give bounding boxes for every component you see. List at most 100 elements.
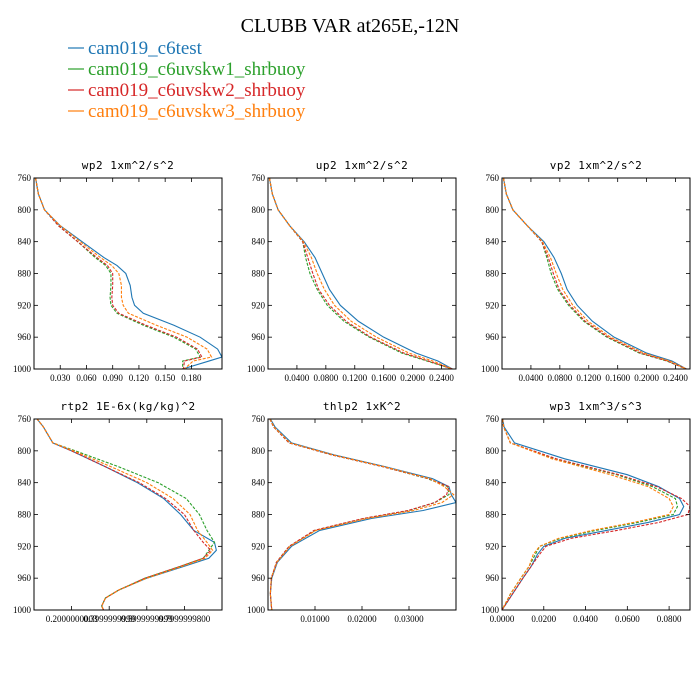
x-tick-label: 0.120 — [129, 373, 150, 383]
y-tick-label: 840 — [252, 237, 266, 247]
y-tick-label: 880 — [18, 269, 32, 279]
y-tick-label: 880 — [486, 510, 500, 520]
x-tick-label: 0.0800 — [313, 373, 338, 383]
series-group — [268, 178, 453, 369]
y-tick-label: 760 — [252, 414, 266, 424]
y-tick-label: 760 — [486, 414, 500, 424]
panels: wp2 1xm^2/s^2 760 800 840 880 920 960 1000 0.030… — [13, 159, 691, 624]
y-tick-label: 880 — [18, 510, 32, 520]
series-group — [36, 419, 217, 610]
panel-title: rtp2 1E-6x(kg/kg)^2 — [60, 400, 195, 413]
x-tick-label: 0.0800 — [657, 614, 682, 624]
series-line — [502, 178, 687, 369]
x-tick-label: 0.0400 — [573, 614, 598, 624]
series-line — [269, 419, 456, 610]
y-tick-label: 1000 — [247, 364, 266, 374]
series-group — [502, 178, 687, 369]
series-line — [35, 178, 213, 369]
legend-entry: cam019_c6uvskw2_shrbuoy — [68, 80, 306, 101]
plot-frame — [501, 177, 691, 370]
x-tick-label: 0.5999999999 — [121, 614, 173, 624]
y-tick-label: 760 — [252, 173, 266, 183]
x-tick-label: 0.1600 — [605, 373, 630, 383]
y-tick-label: 960 — [18, 332, 32, 342]
x-tick-label: 0.03000 — [394, 614, 424, 624]
y-tick-label: 960 — [252, 573, 266, 583]
x-tick-label: 0.2000000003 — [46, 614, 98, 624]
y-tick-label: 880 — [252, 269, 266, 279]
plot-frame — [267, 418, 457, 611]
y-tick-label: 920 — [486, 300, 500, 310]
legend-label: cam019_c6uvskw1_shrbuoy — [88, 59, 306, 80]
y-tick-label: 1000 — [481, 364, 500, 374]
legend-label: cam019_c6uvskw3_shrbuoy — [88, 101, 306, 122]
x-tick-label: 0.090 — [103, 373, 124, 383]
y-tick-label: 760 — [18, 414, 32, 424]
y-tick-label: 960 — [486, 573, 500, 583]
y-tick-label: 960 — [18, 573, 32, 583]
y-tick-label: 840 — [486, 478, 500, 488]
y-tick-label: 840 — [486, 237, 500, 247]
series-group — [269, 419, 456, 610]
chart-panel: up2 1xm^2/s^2 760 800 840 880 920 960 1000 0.040… — [247, 159, 457, 383]
series-line — [502, 419, 679, 610]
x-tick-label: 0.0600 — [615, 614, 640, 624]
chart-panel: thlp2 1xK^2 760 800 840 880 920 960 1000 0.01000… — [247, 400, 457, 624]
x-tick-label: 0.0000 — [490, 614, 515, 624]
series-group — [35, 178, 222, 369]
y-tick-label: 1000 — [481, 605, 500, 615]
series-line — [268, 178, 453, 369]
series-group — [502, 419, 690, 610]
series-line — [502, 419, 674, 610]
x-tick-label: 0.01000 — [300, 614, 330, 624]
x-tick-label: 0.1600 — [371, 373, 396, 383]
x-tick-label: 0.7999999800 — [159, 614, 211, 624]
x-tick-label: 0.2400 — [663, 373, 688, 383]
x-tick-label: 0.030 — [50, 373, 71, 383]
x-tick-label: 0.0400 — [519, 373, 544, 383]
x-tick-label: 0.060 — [76, 373, 97, 383]
y-tick-label: 840 — [252, 478, 266, 488]
y-tick-label: 1000 — [247, 605, 266, 615]
plot-frame — [33, 177, 223, 370]
series-line — [502, 178, 687, 369]
x-tick-label: 0.180 — [181, 373, 202, 383]
y-tick-label: 760 — [18, 173, 32, 183]
x-tick-label: 0.3999999999 — [83, 614, 135, 624]
plot-frame — [33, 418, 223, 611]
y-tick-label: 840 — [18, 237, 32, 247]
series-line — [36, 419, 214, 610]
y-tick-label: 840 — [18, 478, 32, 488]
chart-panel: wp2 1xm^2/s^2 760 800 840 880 920 960 1000 0.030… — [13, 159, 223, 383]
series-line — [35, 178, 203, 369]
series-line — [268, 178, 453, 369]
legend-entry: cam019_c6uvskw1_shrbuoy — [68, 59, 306, 80]
legend-label: cam019_c6uvskw2_shrbuoy — [88, 80, 306, 101]
x-tick-label: 0.0400 — [285, 373, 310, 383]
panel-title: up2 1xm^2/s^2 — [316, 159, 409, 172]
x-tick-label: 0.0800 — [547, 373, 572, 383]
y-tick-label: 920 — [252, 300, 266, 310]
y-tick-label: 800 — [486, 446, 500, 456]
panel-title: wp3 1xm^3/s^3 — [550, 400, 643, 413]
series-line — [36, 419, 212, 610]
y-tick-label: 800 — [18, 446, 32, 456]
chart-panel: wp3 1xm^3/s^3 760 800 840 880 920 960 10000.000… — [481, 400, 691, 624]
series-line — [502, 419, 690, 610]
y-tick-label: 920 — [18, 541, 32, 551]
x-tick-label: 0.1200 — [576, 373, 601, 383]
y-tick-label: 960 — [486, 332, 500, 342]
y-tick-label: 800 — [18, 205, 32, 215]
panel-title: wp2 1xm^2/s^2 — [82, 159, 175, 172]
legend: cam019_c6test cam019_c6uvskw1_shrbuoy ca… — [68, 38, 306, 122]
series-line — [268, 178, 453, 369]
y-tick-label: 800 — [486, 205, 500, 215]
x-tick-label: 0.1200 — [342, 373, 367, 383]
chart-panel: rtp2 1E-6x(kg/kg)^2 760 800 840 880 920 960 100… — [13, 400, 223, 624]
series-line — [35, 178, 222, 369]
panel-title: vp2 1xm^2/s^2 — [550, 159, 643, 172]
y-tick-label: 920 — [252, 541, 266, 551]
y-tick-label: 880 — [486, 269, 500, 279]
x-tick-label: 0.02000 — [347, 614, 377, 624]
